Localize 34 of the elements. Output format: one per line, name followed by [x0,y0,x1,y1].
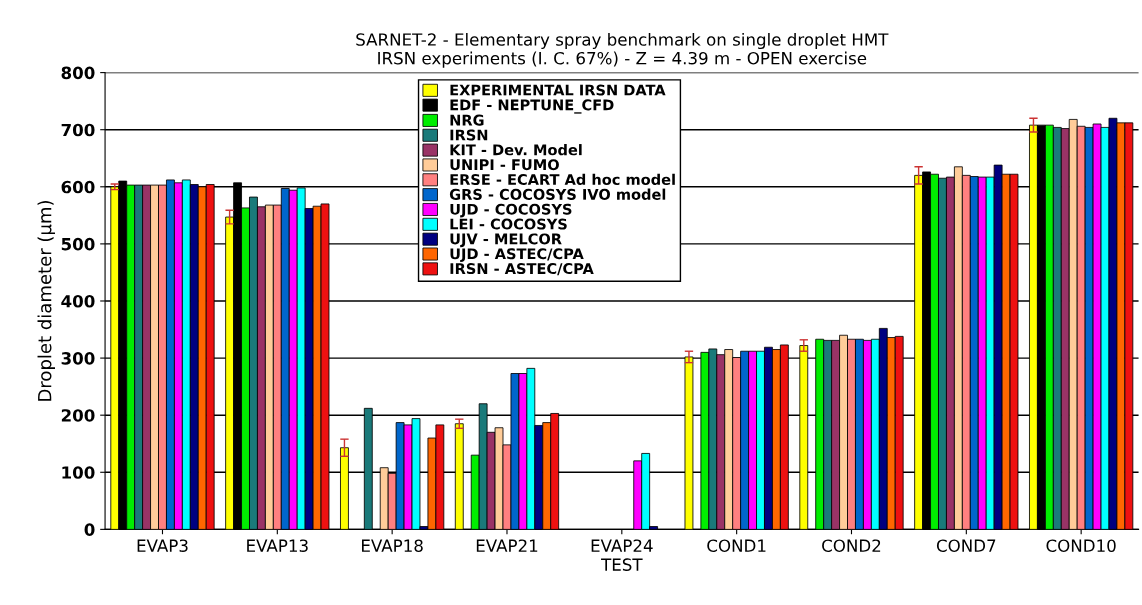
x-tick-label: COND2 [822,539,881,552]
legend-label: NRG [450,114,484,126]
y-tick-label: 600 [61,180,95,194]
legend-label: IRSN - ASTEC/CPA [450,263,594,276]
x-tick-label: EVAP13 [247,539,308,552]
y-tick-label: 300 [61,352,95,365]
x-tick-label: COND7 [936,539,996,552]
legend-label: LEI - COCOSYS [450,218,567,230]
y-axis-title: Droplet diameter (µm) [37,200,55,401]
legend-label: UJV - MELCOR [450,233,562,248]
y-tick-label: 800 [61,66,95,80]
legend-label: GRS - COCOSYS IVO model [449,188,666,200]
x-tick-label: EVAP24 [591,539,653,552]
legend-label: EDF - NEPTUNE_CFD [450,99,614,114]
legend-label: IRSN [450,129,488,141]
x-tick-label: EVAP21 [476,539,538,552]
x-tick-label: COND1 [707,539,766,552]
y-tick-label: 500 [61,237,95,251]
x-tick-label: EVAP18 [362,539,423,552]
chart-title: SARNET-2 - Elementary spray benchmark on single droplet HMT IRSN experiments (I. C. 67%) - Z = 4.39 m - OPEN exercise [356,32,889,68]
y-tick-label: 0 [84,523,95,536]
legend-label: UJD - COCOSYS [450,203,572,218]
legend-label: ERSE - ECART Ad hoc model [450,173,675,186]
y-tick-label: 200 [61,409,95,422]
y-tick-label: 100 [62,466,95,479]
y-tick-label: 700 [61,123,95,137]
legend-label: UNIPI - FUMO [450,159,559,171]
legend-label: EXPERIMENTAL IRSN DATA [450,84,666,96]
x-tick-label: EVAP3 [137,539,188,552]
legend-label: KIT - Dev. Model [450,144,582,156]
x-tick-label: COND10 [1046,539,1116,552]
y-tick-label: 400 [61,294,95,308]
legend-label: UJD - ASTEC/CPA [450,248,584,262]
x-axis-title: TEST [601,558,643,571]
